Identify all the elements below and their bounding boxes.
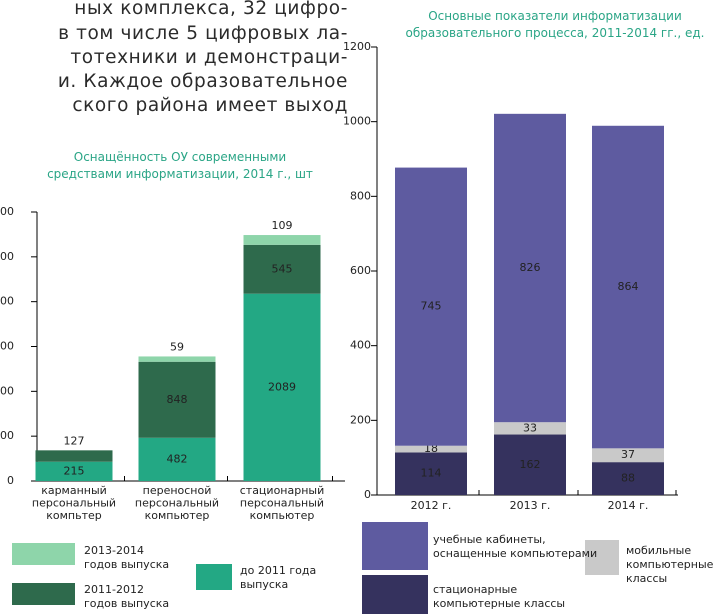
legend-swatch [12, 543, 75, 565]
value-label: 88 [621, 472, 635, 485]
bar-segment [138, 437, 216, 481]
value-label: 114 [421, 467, 442, 480]
bar-segment [395, 167, 467, 446]
bar-segment [138, 356, 216, 362]
y-tick-label: 1500 [0, 340, 14, 353]
y-tick-label: 400 [350, 339, 371, 352]
legend-swatch [362, 522, 428, 570]
value-label: 109 [272, 219, 293, 232]
value-label: 215 [64, 464, 85, 477]
bar-segment [35, 461, 113, 481]
bar-segment [138, 361, 216, 438]
value-label: 848 [167, 393, 188, 406]
paragraph-line: тотехники и демонстраци- [70, 47, 348, 68]
y-tick-label: 1200 [343, 40, 371, 53]
bar-segment [395, 452, 467, 495]
y-tick-label: 200 [350, 413, 371, 426]
x-tick-label: 2014 г. [608, 499, 649, 512]
legend-label: до 2011 года выпуска [240, 564, 316, 591]
y-tick-label: 0 [364, 488, 371, 501]
value-label: 59 [170, 340, 184, 353]
legend-swatch [362, 575, 428, 614]
chart-title: Оснащённость ОУ современными средствами и… [47, 150, 313, 181]
legend-swatch [585, 540, 619, 575]
bar-segment [592, 462, 664, 495]
y-tick-label: 1000 [0, 384, 14, 397]
y-tick-label: 2000 [0, 295, 14, 308]
legend-label: 2013-2014 годов выпуска [84, 544, 169, 571]
y-tick-label: 3000 [0, 205, 14, 218]
bar-segment [494, 422, 566, 435]
bar-segment [243, 293, 321, 481]
y-tick-label: 2500 [0, 250, 14, 263]
paragraph-line: в том числе 5 цифровых ла- [58, 23, 348, 44]
value-label: 864 [618, 280, 639, 293]
paragraph-line: и. Каждое образовательное [58, 71, 348, 92]
chart-title: Основные показатели информатизации образо… [406, 9, 705, 40]
x-tick-label: переносной персональный компьютер [135, 484, 219, 522]
value-label: 37 [621, 448, 635, 461]
x-tick-label: карманный персональный компьтер [32, 484, 116, 522]
value-label: 2089 [268, 380, 296, 393]
value-label: 745 [421, 300, 442, 313]
bar-segment [35, 450, 113, 462]
value-label: 33 [523, 421, 537, 434]
value-label: 162 [520, 458, 541, 471]
legend-label: 2011-2012 годов выпуска [84, 583, 169, 610]
y-tick-label: 1000 [343, 115, 371, 128]
value-label: 545 [272, 262, 293, 275]
y-tick-label: 800 [350, 189, 371, 202]
bar-segment [494, 113, 566, 423]
legend-label: стационарные компьютерные классы [433, 583, 565, 610]
x-tick-label: стационарный персональный компьютер [240, 484, 325, 522]
paragraph-line: ных комплекса, 32 цифро- [74, 0, 348, 19]
legend-label: учебные кабинеты, оснащенные компьютерами [433, 533, 597, 560]
bar-segment [243, 235, 321, 245]
legend-swatch [196, 564, 232, 590]
value-label: 482 [167, 452, 188, 465]
bar-segment [592, 125, 664, 449]
paragraph-line: ского района имеет выход [72, 95, 348, 116]
y-tick-label: 600 [350, 264, 371, 277]
bar-segment [395, 445, 467, 453]
y-tick-label: 0 [7, 474, 14, 487]
x-tick-label: 2012 г. [411, 499, 452, 512]
value-label: 826 [520, 261, 541, 274]
legend-swatch [12, 583, 75, 605]
bar-segment [592, 448, 664, 463]
y-tick-label: 500 [0, 429, 14, 442]
bar-segment [243, 244, 321, 294]
x-tick-label: 2013 г. [510, 499, 551, 512]
legend-label: мобильные компьютерные классы [626, 544, 713, 585]
value-label: 127 [64, 434, 85, 447]
bar-segment [494, 434, 566, 495]
